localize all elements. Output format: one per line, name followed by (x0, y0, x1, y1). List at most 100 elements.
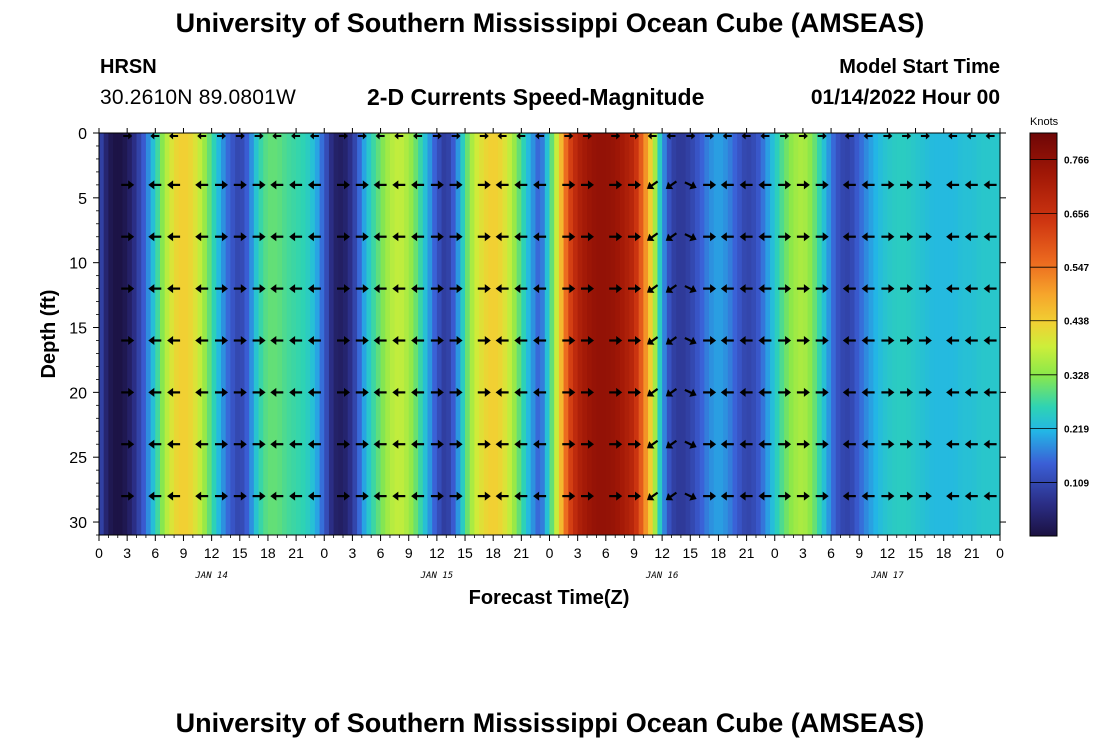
heatmap-cell (141, 133, 147, 535)
colorbar-tick-label: 0.328 (1064, 371, 1089, 382)
current-arrow (703, 180, 717, 190)
heatmap-cell (314, 133, 321, 535)
heatmap-cell (540, 133, 546, 535)
current-arrow (581, 180, 594, 190)
heatmap-cell (216, 133, 222, 535)
current-arrow (861, 491, 875, 501)
heatmap-cell (967, 133, 973, 535)
current-arrow (270, 336, 284, 345)
heatmap-cell (394, 133, 400, 535)
heatmap-cell (188, 133, 194, 535)
current-arrow (373, 336, 387, 345)
heatmap-cell (535, 133, 541, 535)
current-arrow (628, 180, 641, 190)
colorbar-tick-label: 0.109 (1064, 478, 1089, 489)
current-arrow (167, 180, 181, 190)
current-arrow (514, 180, 528, 190)
heatmap-cell (765, 133, 771, 535)
current-arrow (477, 232, 491, 242)
heatmap-cell (544, 133, 551, 535)
current-arrow (195, 387, 209, 397)
current-arrow (495, 387, 509, 397)
model-start-label: Model Start Time (839, 56, 1000, 78)
heatmap-cell (572, 133, 579, 535)
current-arrow (252, 439, 266, 449)
current-arrow (514, 387, 528, 397)
current-arrow (270, 387, 284, 397)
x-tick-label: 3 (349, 545, 357, 561)
current-arrow (628, 491, 641, 501)
heatmap-cell (235, 133, 241, 535)
current-arrow (533, 232, 547, 242)
heatmap-cell (807, 133, 813, 535)
x-tick-label: 0 (320, 545, 328, 561)
colorbar: Knots 0.109 0.219 0.328 0.438 0.547 0.656 0.76… (1029, 116, 1089, 537)
current-arrow (148, 439, 162, 449)
current-arrow (307, 387, 321, 397)
heatmap-cell (526, 133, 532, 535)
heatmap-cell (812, 133, 818, 535)
current-arrow (983, 180, 997, 190)
current-arrow (252, 180, 266, 190)
current-arrow (337, 439, 350, 449)
current-arrow (411, 336, 425, 345)
heatmap-cell (760, 133, 766, 535)
heatmap-cell (713, 133, 720, 535)
current-arrow (842, 491, 856, 501)
current-arrow (684, 181, 697, 190)
heatmap-cell (877, 133, 884, 535)
heatmap-cell (582, 133, 588, 535)
y-tick-label: 10 (69, 256, 87, 273)
footer-title: University of Southern Mississippi Ocean… (175, 708, 925, 738)
current-arrow (684, 388, 697, 397)
x-tick-label: 15 (908, 545, 924, 561)
heatmap-cell (920, 133, 926, 535)
heatmap-cell (117, 133, 124, 535)
current-arrow (796, 336, 810, 345)
current-arrow (392, 491, 406, 501)
surface-arrow (291, 132, 301, 140)
current-arrow (148, 284, 162, 294)
current-arrow (215, 387, 228, 397)
surface-arrow (883, 132, 893, 140)
current-arrow (121, 180, 135, 190)
current-arrow (946, 284, 960, 294)
heatmap-cell (648, 133, 654, 535)
current-arrow (778, 491, 792, 501)
current-arrow (815, 439, 829, 449)
heatmap-cell (633, 133, 640, 535)
current-arrow (778, 387, 792, 397)
current-arrow (355, 439, 369, 449)
heatmap-cell (361, 133, 368, 535)
current-arrow (148, 387, 162, 397)
x-axis-label: Forecast Time(Z) (469, 587, 630, 609)
heatmap-cell (103, 133, 109, 535)
current-arrow (796, 491, 810, 501)
current-arrow (684, 492, 697, 501)
current-arrow (195, 336, 209, 345)
heatmap-cell (995, 133, 1001, 535)
heatmap-cell (371, 133, 377, 535)
heatmap-cell (605, 133, 612, 535)
current-arrow (562, 232, 576, 242)
x-tick-label: 15 (232, 545, 248, 561)
current-arrow (477, 387, 491, 397)
current-arrow (861, 232, 875, 242)
surface-arrow (920, 132, 930, 140)
heatmap-cell (460, 133, 466, 535)
current-arrow (900, 387, 914, 397)
surface-arrow (722, 132, 732, 140)
current-arrow (449, 284, 463, 294)
current-arrow (609, 439, 623, 449)
current-arrow (581, 232, 594, 242)
heatmap-cell (507, 133, 513, 535)
heatmap-cell (601, 133, 607, 535)
current-arrow (495, 491, 509, 501)
surface-arrow (254, 132, 264, 140)
heatmap-cell (873, 133, 879, 535)
heatmap-cell (328, 133, 335, 535)
current-arrow (918, 232, 932, 242)
current-arrow (609, 180, 623, 190)
x-tick-label: 6 (377, 545, 385, 561)
heatmap-cell (934, 133, 940, 535)
